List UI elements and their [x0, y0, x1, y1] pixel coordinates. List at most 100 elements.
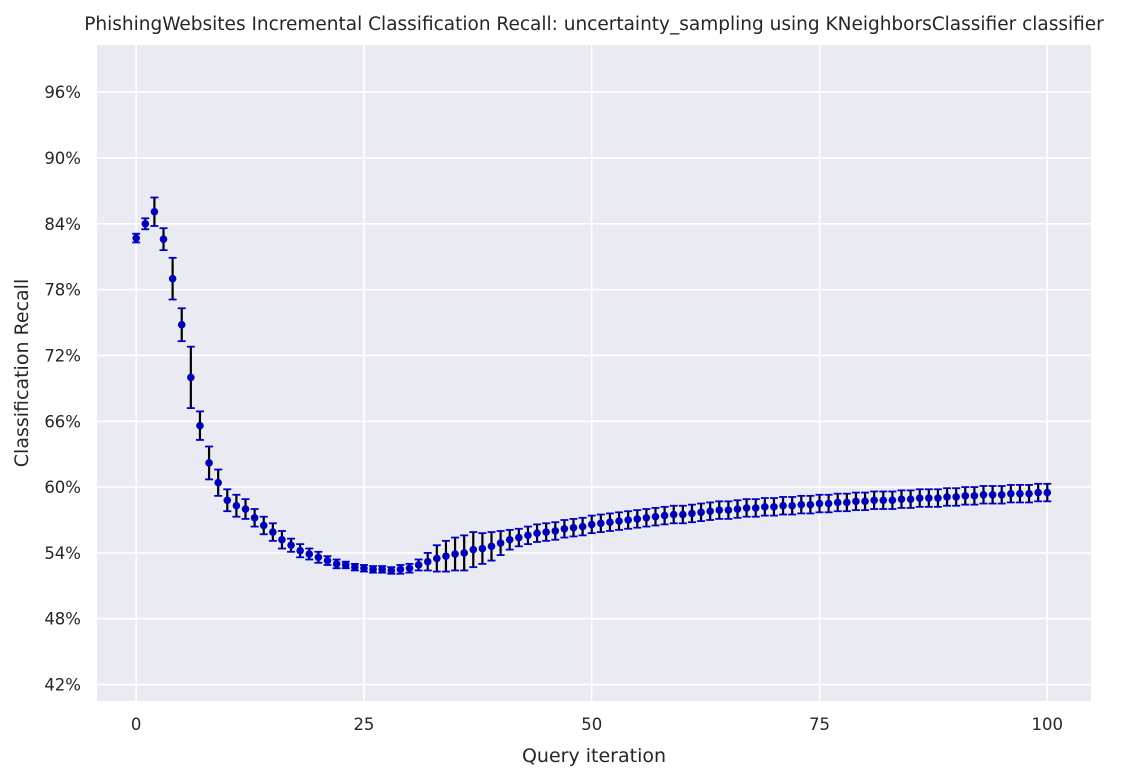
- y-tick-label: 60%: [44, 478, 81, 497]
- data-point: [323, 556, 332, 565]
- data-point: [159, 235, 168, 243]
- data-point: [833, 498, 842, 507]
- data-point: [578, 522, 587, 531]
- data-point: [487, 542, 496, 551]
- data-point: [1025, 489, 1033, 498]
- data-point: [861, 497, 869, 506]
- data-point: [870, 496, 878, 505]
- data-point: [688, 509, 696, 518]
- data-point: [478, 544, 487, 553]
- y-tick-label: 90%: [44, 149, 81, 168]
- x-tick-label: 0: [131, 715, 142, 734]
- data-point: [524, 531, 532, 540]
- data-point: [843, 498, 851, 507]
- grid: [97, 45, 1091, 701]
- data-point: [542, 528, 550, 536]
- data-point: [897, 495, 906, 503]
- data-point: [551, 527, 560, 535]
- data-point: [533, 529, 541, 537]
- data-point: [824, 499, 833, 508]
- y-tick-label: 66%: [44, 412, 81, 431]
- data-point: [250, 514, 259, 522]
- x-tick-label: 25: [353, 715, 374, 734]
- y-tick-label: 54%: [44, 544, 81, 563]
- data-point: [168, 274, 177, 283]
- data-point: [642, 514, 651, 522]
- data-point: [414, 561, 423, 569]
- data-point: [232, 501, 241, 510]
- x-axis-label: Query iteration: [522, 745, 666, 767]
- data-point: [205, 459, 213, 467]
- data-point: [405, 564, 414, 573]
- data-point: [669, 510, 678, 519]
- data-point: [1043, 488, 1052, 497]
- data-point: [742, 504, 751, 512]
- data-point: [451, 550, 459, 558]
- data-point: [351, 563, 359, 571]
- data-point: [815, 499, 824, 508]
- data-point: [423, 557, 432, 566]
- data-point: [1007, 489, 1015, 498]
- y-axis-label: Classification Recall: [11, 279, 33, 467]
- data-point: [943, 493, 951, 501]
- data-point: [906, 495, 915, 503]
- data-point: [651, 512, 660, 521]
- x-tick-label: 50: [581, 715, 602, 734]
- data-point: [314, 553, 323, 562]
- data-point: [442, 552, 450, 560]
- data-point: [387, 566, 396, 575]
- y-tick-label: 78%: [44, 281, 81, 300]
- y-tick-label: 42%: [44, 676, 81, 695]
- data-point: [679, 510, 687, 519]
- data-point: [606, 518, 614, 526]
- chart-title: PhishingWebsites Incremental Classificat…: [84, 14, 1104, 35]
- data-point: [997, 490, 1006, 499]
- data-point: [915, 494, 924, 502]
- data-point: [715, 506, 724, 514]
- data-point: [150, 207, 159, 216]
- y-tick-label: 96%: [44, 83, 81, 102]
- data-point: [132, 234, 140, 242]
- data-point: [505, 535, 514, 544]
- data-point: [259, 521, 268, 530]
- data-point: [751, 504, 760, 512]
- data-point: [515, 533, 523, 542]
- data-point: [433, 554, 441, 563]
- data-point: [278, 535, 286, 544]
- data-point: [296, 546, 304, 555]
- data-point: [332, 560, 341, 568]
- data-point: [360, 564, 368, 573]
- data-point: [187, 373, 195, 382]
- data-point: [241, 505, 250, 513]
- data-point: [770, 503, 778, 511]
- data-point: [961, 492, 970, 500]
- data-point: [852, 497, 860, 506]
- x-tick-label: 100: [1032, 715, 1064, 734]
- data-point: [1034, 488, 1042, 497]
- data-point: [587, 520, 596, 529]
- data-point: [214, 478, 222, 487]
- data-point: [378, 565, 386, 574]
- data-point: [761, 503, 769, 511]
- y-tick-label: 48%: [44, 610, 81, 629]
- data-point: [569, 523, 578, 532]
- x-ticks: 0 25 50 75 100: [131, 715, 1063, 734]
- data-point: [934, 494, 942, 502]
- data-point: [797, 500, 806, 509]
- data-point: [177, 320, 186, 329]
- data-point: [560, 524, 569, 533]
- data-point: [624, 516, 632, 524]
- data-point: [660, 511, 669, 520]
- data-point: [970, 492, 979, 500]
- data-point: [724, 506, 733, 514]
- data-points: [132, 207, 1052, 575]
- data-point: [697, 508, 705, 517]
- data-point: [269, 528, 277, 536]
- data-point: [925, 494, 933, 502]
- plot-area: [97, 45, 1091, 701]
- data-point: [287, 541, 295, 550]
- data-point: [788, 501, 796, 510]
- data-point: [633, 515, 642, 523]
